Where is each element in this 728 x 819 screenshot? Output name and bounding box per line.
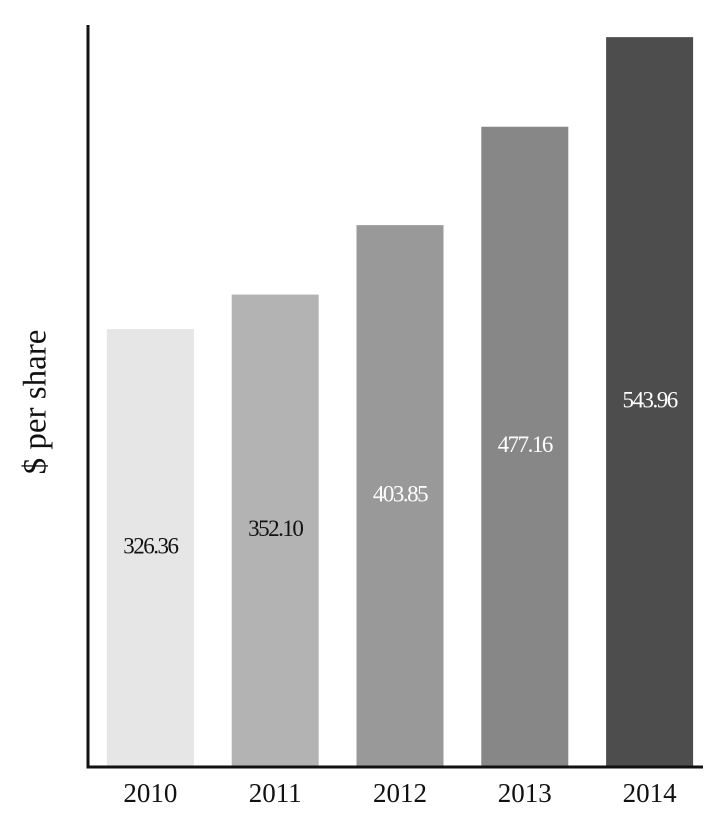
bar	[231, 294, 319, 767]
y-axis-label: $ per share	[18, 330, 54, 475]
data-label: 352.10	[248, 516, 303, 541]
data-label: 326.36	[123, 533, 178, 558]
data-label: 477.16	[498, 432, 553, 457]
x-tick-label: 2012	[373, 778, 427, 808]
x-tick-label: 2010	[123, 778, 177, 808]
x-tick-label: 2013	[498, 778, 552, 808]
bar	[106, 329, 194, 767]
x-tick-label: 2014	[623, 778, 678, 808]
bar	[356, 225, 444, 768]
bar	[481, 126, 569, 767]
x-tick-label: 2011	[249, 778, 302, 808]
bar	[606, 37, 694, 767]
data-label: 543.96	[622, 387, 677, 412]
data-label: 403.85	[373, 481, 428, 506]
